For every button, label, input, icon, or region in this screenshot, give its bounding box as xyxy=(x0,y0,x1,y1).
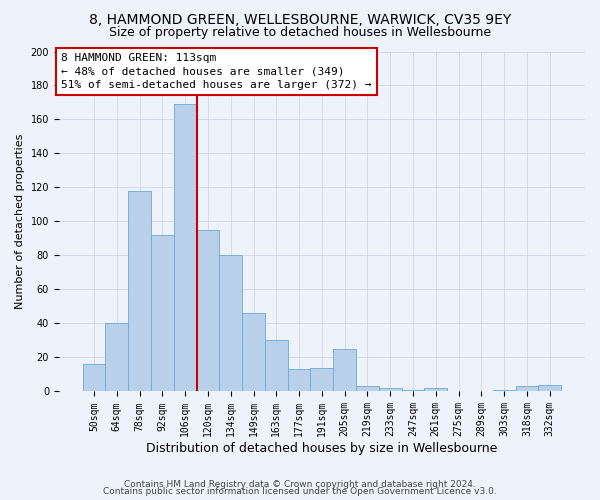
Bar xyxy=(83,364,106,392)
Bar xyxy=(424,388,447,392)
Bar xyxy=(265,340,288,392)
Text: 8 HAMMOND GREEN: 113sqm
← 48% of detached houses are smaller (349)
51% of semi-d: 8 HAMMOND GREEN: 113sqm ← 48% of detache… xyxy=(61,53,372,90)
Bar xyxy=(128,191,151,392)
Text: 8, HAMMOND GREEN, WELLESBOURNE, WARWICK, CV35 9EY: 8, HAMMOND GREEN, WELLESBOURNE, WARWICK,… xyxy=(89,12,511,26)
Text: Contains HM Land Registry data © Crown copyright and database right 2024.: Contains HM Land Registry data © Crown c… xyxy=(124,480,476,489)
Text: Contains public sector information licensed under the Open Government Licence v3: Contains public sector information licen… xyxy=(103,487,497,496)
Bar xyxy=(515,386,538,392)
Bar xyxy=(151,235,174,392)
Bar xyxy=(197,230,220,392)
X-axis label: Distribution of detached houses by size in Wellesbourne: Distribution of detached houses by size … xyxy=(146,442,497,455)
Bar xyxy=(220,256,242,392)
Bar xyxy=(356,386,379,392)
Bar xyxy=(493,390,515,392)
Bar xyxy=(538,384,561,392)
Bar xyxy=(288,370,310,392)
Text: Size of property relative to detached houses in Wellesbourne: Size of property relative to detached ho… xyxy=(109,26,491,39)
Bar xyxy=(310,368,333,392)
Bar xyxy=(333,349,356,392)
Bar xyxy=(379,388,401,392)
Y-axis label: Number of detached properties: Number of detached properties xyxy=(15,134,25,309)
Bar xyxy=(106,324,128,392)
Bar xyxy=(401,390,424,392)
Bar xyxy=(174,104,197,392)
Bar xyxy=(242,314,265,392)
